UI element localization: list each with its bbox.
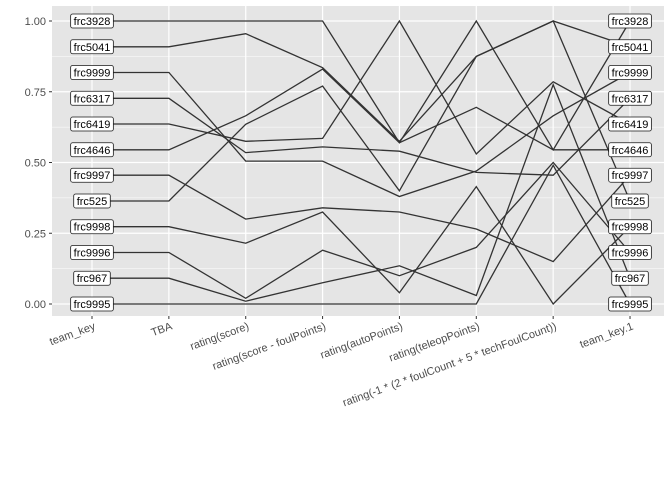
team-label-box [70, 219, 114, 235]
series-line-frc6317 [92, 97, 631, 176]
team-label-text: frc9996 [612, 247, 649, 259]
minor-gridlines [52, 56, 664, 269]
team-label-text: frc9997 [74, 170, 111, 182]
team-label-text: frc525 [77, 196, 108, 208]
team-label-frc9998-left: frc9998 [70, 219, 114, 235]
team-label-text: frc3928 [74, 16, 111, 28]
team-label-box [70, 245, 114, 260]
y-tick-label: 1.00 [25, 16, 46, 28]
team-label-text: frc5041 [612, 42, 649, 54]
team-label-box [70, 167, 114, 183]
team-label-frc967-right: frc967 [611, 270, 649, 286]
series-lines [92, 19, 631, 306]
team-label-frc6419-left: frc6419 [70, 116, 114, 132]
team-label-frc9997-right: frc9997 [608, 167, 652, 183]
series-line-frc6419 [92, 19, 631, 156]
team-label-box [608, 90, 652, 106]
series-line-frc9996 [92, 161, 631, 300]
team-label-box [611, 193, 649, 209]
y-tick-label: 0.75 [25, 87, 46, 99]
team-label-text: frc6317 [74, 93, 111, 105]
team-label-box [70, 142, 114, 158]
team-label-box [70, 65, 114, 80]
team-label-text: frc6419 [74, 119, 111, 131]
team-label-frc5041-right: frc5041 [608, 39, 652, 55]
plot-panel [52, 6, 664, 316]
series-line-frc967 [92, 82, 631, 302]
team-label-box [70, 296, 114, 312]
team-label-frc525-right: frc525 [611, 193, 649, 209]
team-label-frc9999-right: frc9999 [608, 65, 652, 80]
team-label-box [70, 116, 114, 132]
team-label-frc9998-right: frc9998 [608, 219, 652, 235]
team-label-frc3928-left: frc3928 [70, 13, 114, 29]
team-label-frc9999-left: frc9999 [70, 65, 114, 80]
team-label-text: frc6317 [612, 93, 649, 105]
team-label-text: frc525 [615, 196, 646, 208]
team-label-text: frc967 [77, 273, 108, 285]
y-axis: 0.00 0.25 0.50 0.75 1.00 [25, 16, 52, 311]
team-label-text: frc9999 [74, 68, 111, 80]
team-label-frc6317-left: frc6317 [70, 90, 114, 106]
team-label-text: frc6419 [612, 119, 649, 131]
team-label-frc6419-right: frc6419 [608, 116, 652, 132]
team-label-box [608, 13, 652, 29]
team-label-frc967-left: frc967 [73, 270, 111, 286]
series-line-frc4646 [92, 68, 630, 151]
team-label-frc4646-right: frc4646 [608, 142, 652, 158]
x-tick-label: team_key [48, 320, 97, 348]
team-label-box [70, 13, 114, 29]
team-label-text: frc9995 [612, 299, 649, 311]
team-label-box [608, 142, 652, 158]
team-label-box [608, 245, 652, 260]
team-label-text: frc5041 [74, 42, 111, 54]
team-label-box [608, 219, 652, 235]
team-label-box [73, 193, 111, 209]
series-line-frc9999 [92, 71, 631, 198]
y-tick-label: 0.50 [25, 158, 46, 170]
x-tick-label: TBA [150, 320, 175, 339]
team-label-frc9995-right: frc9995 [608, 296, 652, 312]
team-label-frc9997-left: frc9997 [70, 167, 114, 183]
team-label-frc4646-left: frc4646 [70, 142, 114, 158]
team-label-frc9996-left: frc9996 [70, 245, 114, 260]
x-axis: team_key TBA rating(score)rating(score - f… [48, 316, 635, 409]
team-label-frc5041-left: frc5041 [70, 39, 114, 55]
series-line-frc9997 [92, 174, 631, 263]
team-label-text: frc4646 [612, 145, 649, 157]
team-label-box [70, 90, 114, 106]
team-label-box [608, 65, 652, 80]
team-label-frc9996-right: frc9996 [608, 245, 652, 260]
team-label-box [608, 39, 652, 55]
team-label-text: frc9999 [612, 68, 649, 80]
team-label-text: frc9998 [612, 222, 649, 234]
team-label-frc9995-left: frc9995 [70, 296, 114, 312]
team-label-frc525-left: frc525 [73, 193, 111, 209]
series-line-frc3928 [92, 19, 631, 152]
team-label-box [70, 39, 114, 55]
team-label-text: frc9998 [74, 222, 111, 234]
team-label-box [611, 270, 649, 286]
team-label-frc3928-right: frc3928 [608, 13, 652, 29]
series-line-frc9998 [92, 185, 631, 306]
team-labels: frc3928 frc5041 frc9999 frc6317 frc6419 frc46… [70, 13, 652, 312]
team-label-frc6317-right: frc6317 [608, 90, 652, 106]
team-label-text: frc967 [615, 273, 646, 285]
series-line-frc9995 [92, 163, 631, 305]
team-label-text: frc9995 [74, 299, 111, 311]
series-line-frc525 [92, 20, 631, 202]
y-tick-label: 0.00 [25, 299, 46, 311]
team-label-box [608, 296, 652, 312]
x-tick-label: rating(score) [189, 321, 251, 353]
team-label-text: frc9996 [74, 247, 111, 259]
y-tick-label: 0.25 [25, 228, 46, 240]
team-label-box [608, 167, 652, 183]
team-label-text: frc3928 [612, 16, 649, 28]
team-label-text: frc9997 [612, 170, 649, 182]
team-label-box [73, 270, 111, 286]
team-label-text: frc4646 [74, 145, 111, 157]
team-label-box [608, 116, 652, 132]
x-tick-label: team_key.1 [578, 321, 635, 351]
